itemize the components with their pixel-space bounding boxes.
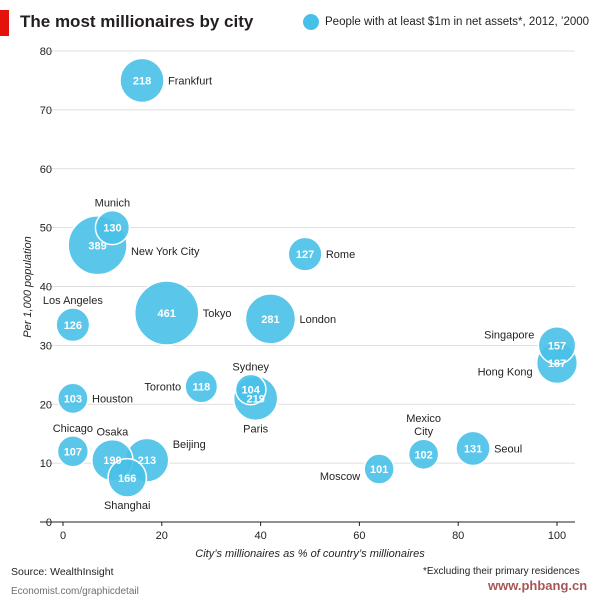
city-label: Shanghai — [104, 500, 151, 512]
bubble-value-label: 127 — [296, 249, 314, 261]
legend-label: People with at least $1m in net assets*,… — [325, 16, 590, 28]
bubble-value-label: 187 — [548, 358, 566, 370]
x-axis-label: City’s millionaires as % of country’s mi… — [195, 548, 425, 560]
legend-bubble-icon — [303, 14, 319, 30]
bubble-value-label: 389 — [88, 240, 106, 252]
city-label: Chicago — [53, 423, 93, 435]
x-tick-label: 20 — [156, 530, 168, 542]
city-label: Moscow — [320, 471, 360, 483]
bubble-value-label: 281 — [261, 314, 279, 326]
x-tick-label: 100 — [548, 530, 566, 542]
credit-line: Economist.com/graphicdetail — [11, 586, 139, 597]
y-tick-label: 10 — [40, 458, 52, 470]
bubble-value-label: 107 — [64, 446, 82, 458]
x-tick-label: 60 — [353, 530, 365, 542]
city-label: Tokyo — [203, 308, 232, 320]
city-label: City — [414, 426, 433, 438]
city-label: Hong Kong — [478, 367, 533, 379]
city-label: Osaka — [97, 427, 130, 439]
watermark: www.phbang.cn — [488, 578, 588, 593]
city-label: Frankfurt — [168, 75, 212, 87]
bubble — [55, 307, 91, 343]
bubble-value-label: 157 — [548, 340, 566, 352]
bubble-value-label: 104 — [242, 385, 261, 397]
city-label: New York City — [131, 246, 200, 258]
bubble-value-label: 461 — [158, 308, 176, 320]
footnote: *Excluding their primary residences — [423, 566, 580, 577]
bubble — [407, 438, 440, 471]
x-tick-label: 40 — [254, 530, 266, 542]
legend: People with at least $1m in net assets*,… — [303, 14, 589, 30]
bubble-value-label: 102 — [414, 449, 432, 461]
y-tick-label: 60 — [40, 164, 52, 176]
bubble — [455, 430, 491, 467]
y-tick-label: 20 — [40, 399, 52, 411]
city-label: Singapore — [484, 330, 534, 342]
city-label: Sydney — [232, 361, 269, 373]
bubble-value-label: 131 — [464, 443, 482, 455]
bubble — [537, 325, 577, 365]
y-tick-label: 0 — [46, 517, 52, 529]
bubble — [244, 293, 297, 345]
title-accent-bar — [0, 10, 9, 36]
bubble-value-label: 213 — [138, 455, 156, 467]
bubble-value-label: 126 — [64, 320, 82, 332]
bubble — [119, 57, 165, 104]
city-label: London — [299, 314, 336, 326]
y-tick-label: 80 — [40, 46, 52, 58]
bubble — [56, 435, 90, 468]
city-label: Houston — [92, 393, 133, 405]
y-tick-label: 70 — [40, 105, 52, 117]
bubble — [234, 373, 267, 406]
city-label: Munich — [95, 198, 130, 210]
city-label: Los Angeles — [43, 295, 103, 307]
bubble — [94, 209, 131, 246]
bubble — [133, 280, 200, 346]
bubble-value-label: 219 — [246, 393, 264, 405]
y-tick-label: 50 — [40, 223, 52, 235]
bubble-value-label: 130 — [103, 223, 121, 235]
y-axis-label: Per 1,000 population — [22, 236, 34, 338]
source-note: Source: WealthInsight — [11, 566, 114, 578]
city-label: Rome — [326, 249, 355, 261]
x-tick-label: 80 — [452, 530, 464, 542]
bubble — [363, 453, 395, 485]
city-label: Beijing — [173, 439, 206, 451]
bubble — [287, 236, 323, 272]
y-tick-label: 40 — [40, 282, 52, 294]
bubble — [57, 382, 89, 415]
bubble-value-label: 218 — [133, 75, 151, 87]
bubble — [184, 369, 219, 404]
bubble-value-label: 118 — [192, 382, 210, 394]
bubble-value-label: 101 — [370, 464, 388, 476]
city-label: Toronto — [144, 382, 181, 394]
bubble-value-label: 190 — [103, 455, 121, 467]
bubble-value-label: 166 — [118, 473, 136, 485]
city-label: Paris — [243, 423, 269, 435]
bubble-value-label: 103 — [64, 393, 82, 405]
y-tick-label: 30 — [40, 340, 52, 352]
bubble — [107, 457, 148, 498]
city-label: Mexico — [406, 413, 441, 425]
chart-title: The most millionaires by city — [20, 12, 254, 31]
city-label: Seoul — [494, 443, 522, 455]
x-tick-label: 0 — [60, 530, 66, 542]
